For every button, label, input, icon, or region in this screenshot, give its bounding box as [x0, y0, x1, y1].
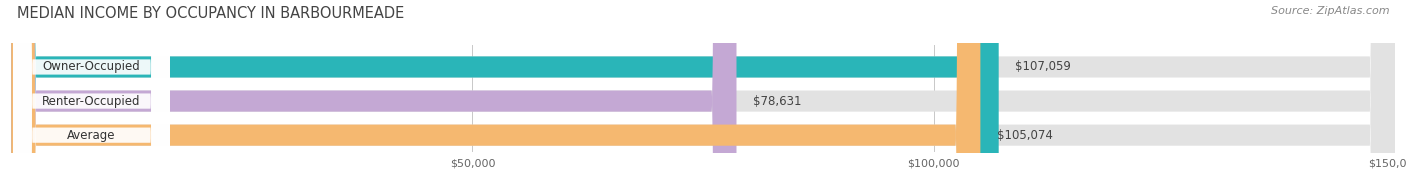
Text: $78,631: $78,631	[754, 94, 801, 108]
FancyBboxPatch shape	[11, 0, 1395, 196]
FancyBboxPatch shape	[13, 0, 170, 196]
FancyBboxPatch shape	[11, 0, 998, 196]
FancyBboxPatch shape	[11, 0, 980, 196]
Text: Owner-Occupied: Owner-Occupied	[42, 61, 141, 74]
FancyBboxPatch shape	[11, 0, 1395, 196]
Text: Renter-Occupied: Renter-Occupied	[42, 94, 141, 108]
Text: Average: Average	[67, 129, 115, 142]
FancyBboxPatch shape	[13, 0, 170, 196]
Text: $105,074: $105,074	[997, 129, 1053, 142]
FancyBboxPatch shape	[13, 0, 170, 196]
FancyBboxPatch shape	[11, 0, 737, 196]
Text: $107,059: $107,059	[1015, 61, 1071, 74]
Text: MEDIAN INCOME BY OCCUPANCY IN BARBOURMEADE: MEDIAN INCOME BY OCCUPANCY IN BARBOURMEA…	[17, 6, 404, 21]
FancyBboxPatch shape	[11, 0, 1395, 196]
Text: Source: ZipAtlas.com: Source: ZipAtlas.com	[1271, 6, 1389, 16]
